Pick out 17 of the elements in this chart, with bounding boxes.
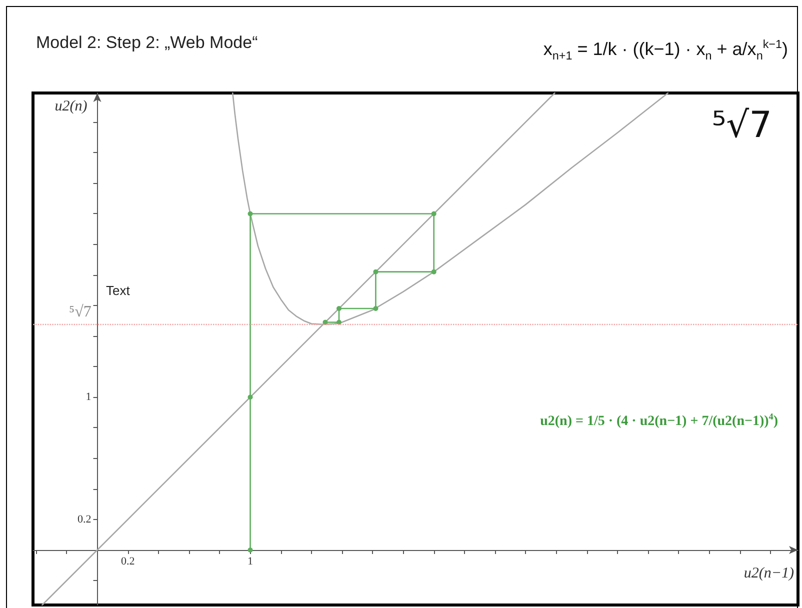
point [373, 306, 378, 311]
point [336, 320, 342, 325]
annotation: u2(n) = 1/5 · (4 · u2(n−1) + 7/(u2(n−1))$^{4}$) [540, 411, 778, 430]
point [248, 547, 253, 552]
point [431, 211, 436, 216]
ref-line-label: ⁵√7 [69, 303, 92, 320]
point [431, 269, 436, 274]
x-axis-title: u2(n−1) [744, 565, 794, 582]
point [373, 269, 378, 274]
y-axis-title: u2(n) [54, 98, 88, 114]
chart-title: Model 2: Step 2: „Web Mode“ [36, 33, 258, 53]
annotation: Text [106, 283, 130, 298]
point [248, 394, 253, 400]
annotation: ⁵√7 [712, 105, 772, 146]
point [248, 211, 253, 216]
chart-subtitle: x$_{n+1}$ = 1/k · ((k−1) · x$_{n}$ + a/x$_{n}$$^{k−1}$) [543, 38, 788, 63]
point [336, 306, 342, 311]
